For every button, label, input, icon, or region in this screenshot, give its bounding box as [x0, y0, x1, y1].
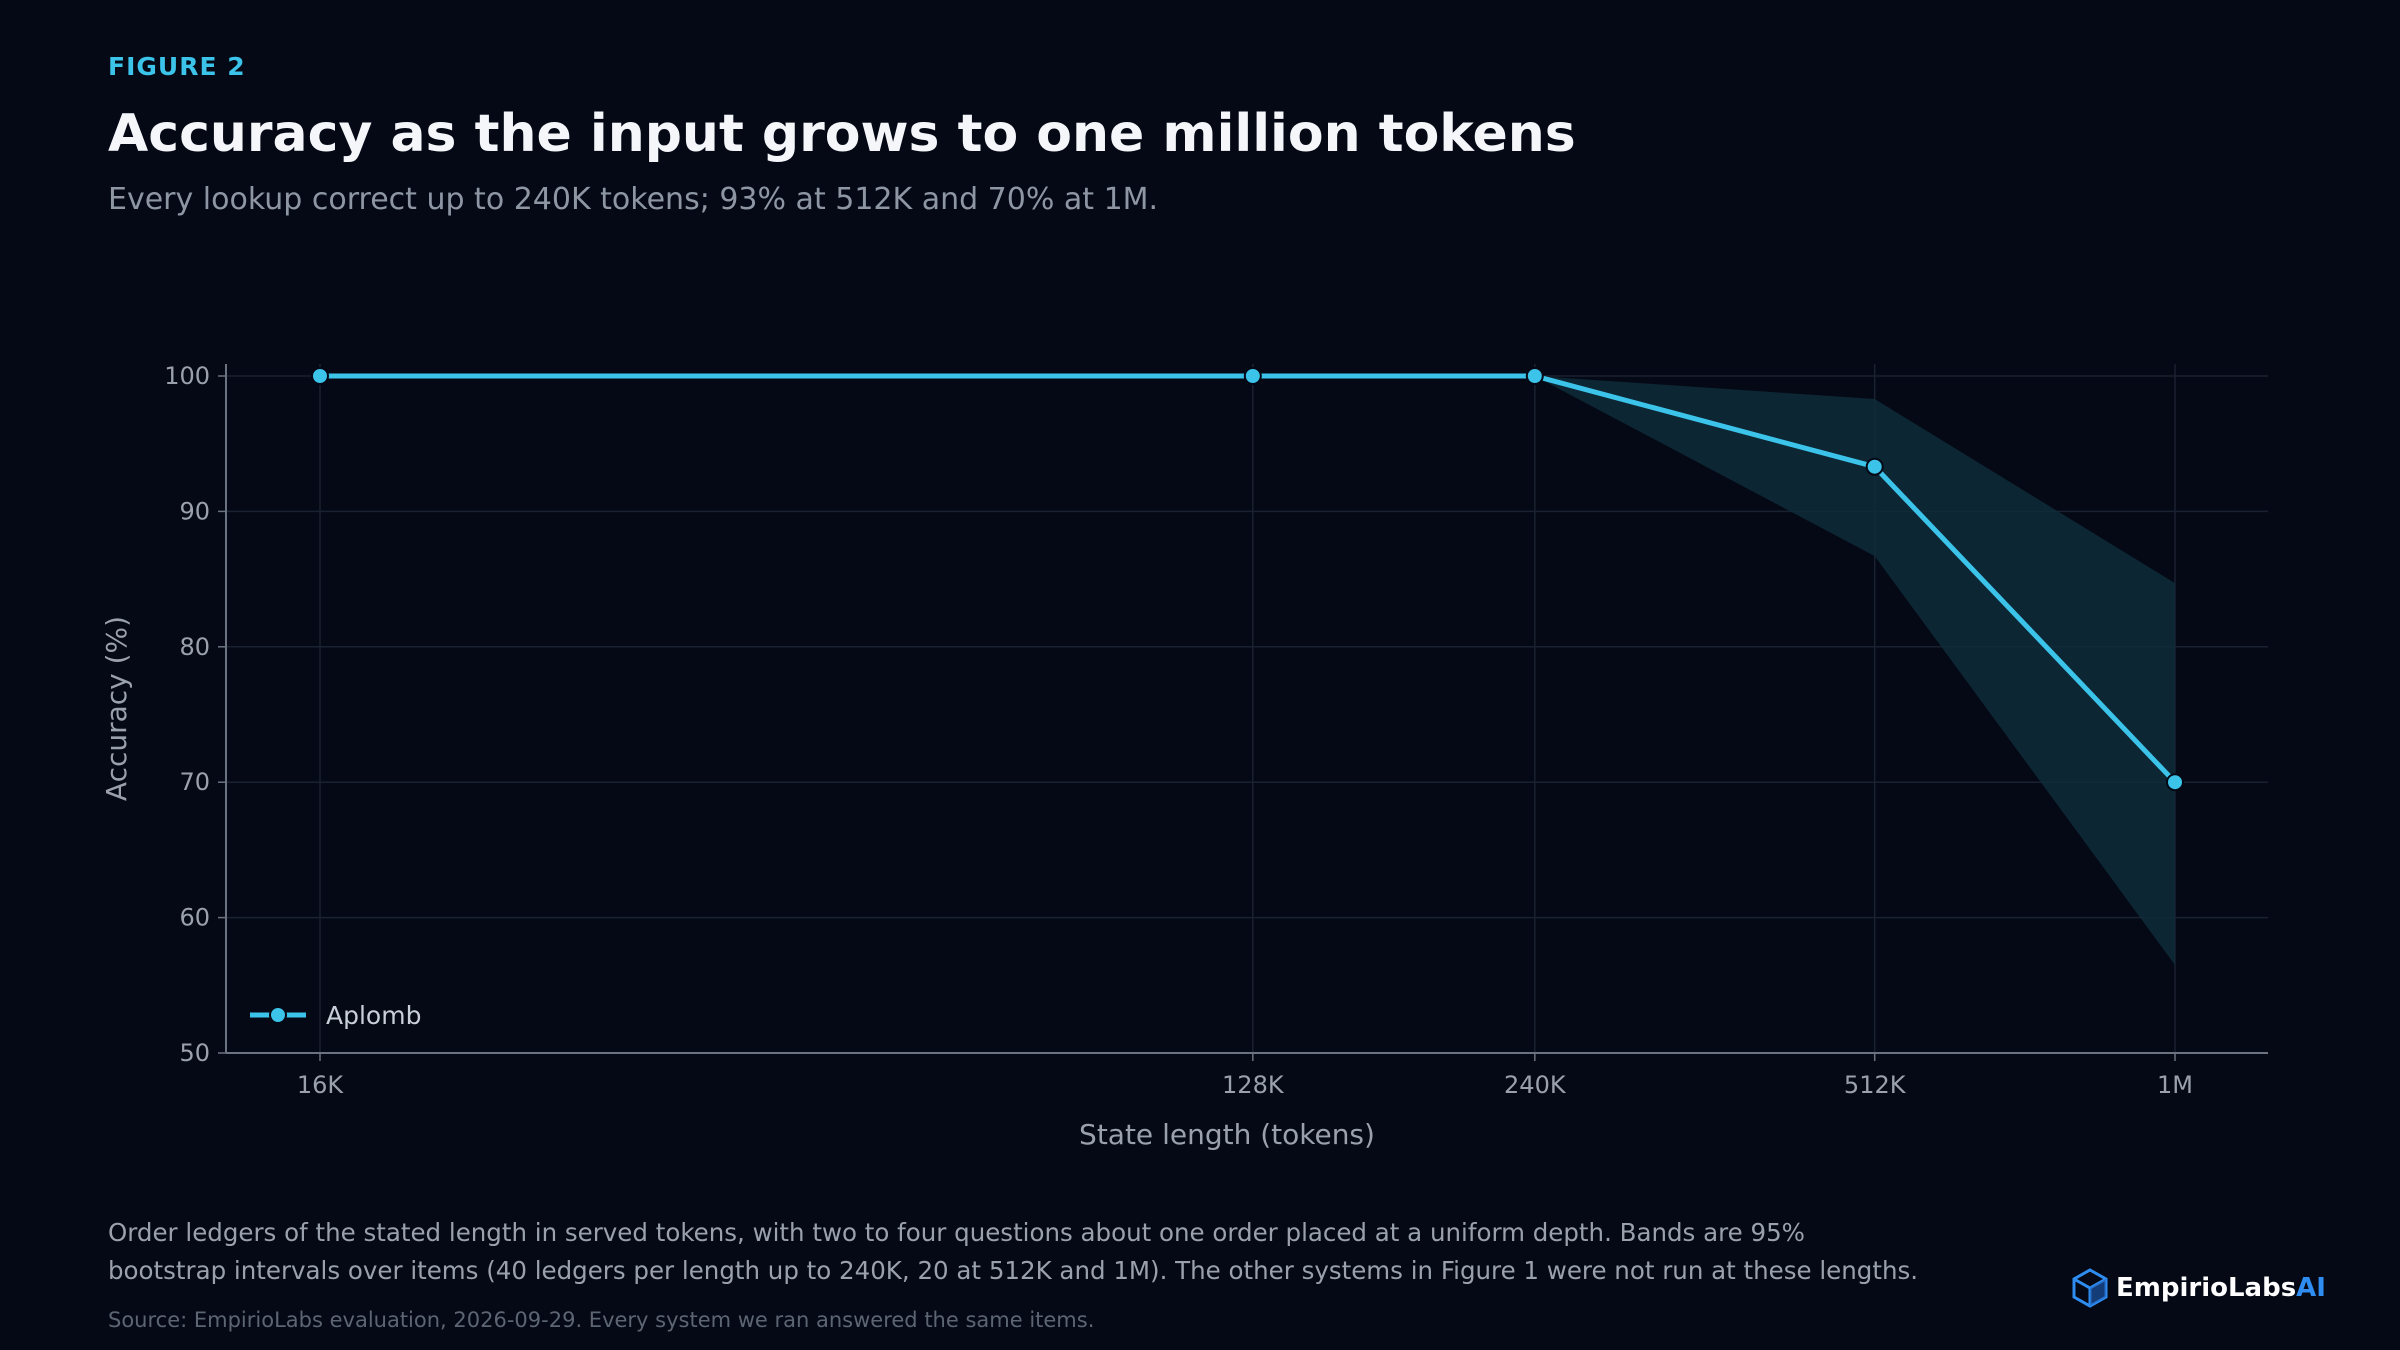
y-axis-title: Accuracy (%) — [100, 616, 133, 801]
data-point-2 — [1525, 367, 1544, 385]
empiriolabs-logo: EmpirioLabsAI — [2072, 1268, 2326, 1308]
legend-marker — [269, 1006, 287, 1024]
x-tick-label-2: 240K — [1504, 1071, 1567, 1099]
x-tick-label-0: 16K — [297, 1071, 345, 1099]
tick-labels: 50 60 70 80 90 100 16K 128K 240K 512K 1M — [164, 362, 2193, 1099]
data-point-1 — [1243, 367, 1262, 385]
cube-logo-icon — [2072, 1268, 2108, 1308]
logo-wordmark: EmpirioLabsAI — [2116, 1273, 2326, 1303]
confidence-bands — [320, 376, 2175, 965]
chart-subtitle: Every lookup correct up to 240K tokens; … — [108, 182, 1159, 217]
line-chart: 50 60 70 80 90 100 16K 128K 240K 512K 1M State len… — [100, 362, 2268, 1151]
x-axis-title: State length (tokens) — [1079, 1118, 1375, 1151]
y-tick-label-80: 80 — [179, 633, 210, 661]
y-tick-label-100: 100 — [164, 362, 210, 390]
figure-label: FIGURE 2 — [108, 52, 246, 81]
confidence-band-aplomb — [320, 376, 2175, 965]
data-point-3 — [1865, 457, 1884, 476]
y-tick-label-50: 50 — [179, 1039, 210, 1067]
chart-title: Accuracy as the input grows to one milli… — [108, 104, 1576, 164]
y-tick-label-60: 60 — [179, 904, 210, 932]
axes — [218, 364, 2268, 1061]
y-tick-label-70: 70 — [179, 768, 210, 796]
source-note: Source: EmpirioLabs evaluation, 2026-09-… — [108, 1308, 1095, 1332]
series-points — [311, 367, 2184, 792]
legend: Aplomb — [250, 1001, 421, 1030]
figure-caption: Order ledgers of the stated length in se… — [108, 1218, 1919, 1285]
y-tick-label-90: 90 — [179, 497, 210, 525]
legend-label-aplomb: Aplomb — [326, 1001, 421, 1030]
x-tick-label-4: 1M — [2157, 1071, 2193, 1099]
data-point-0 — [311, 367, 329, 385]
x-tick-label-1: 128K — [1222, 1071, 1285, 1099]
data-point-4 — [2166, 773, 2184, 792]
x-tick-label-3: 512K — [1844, 1071, 1907, 1099]
